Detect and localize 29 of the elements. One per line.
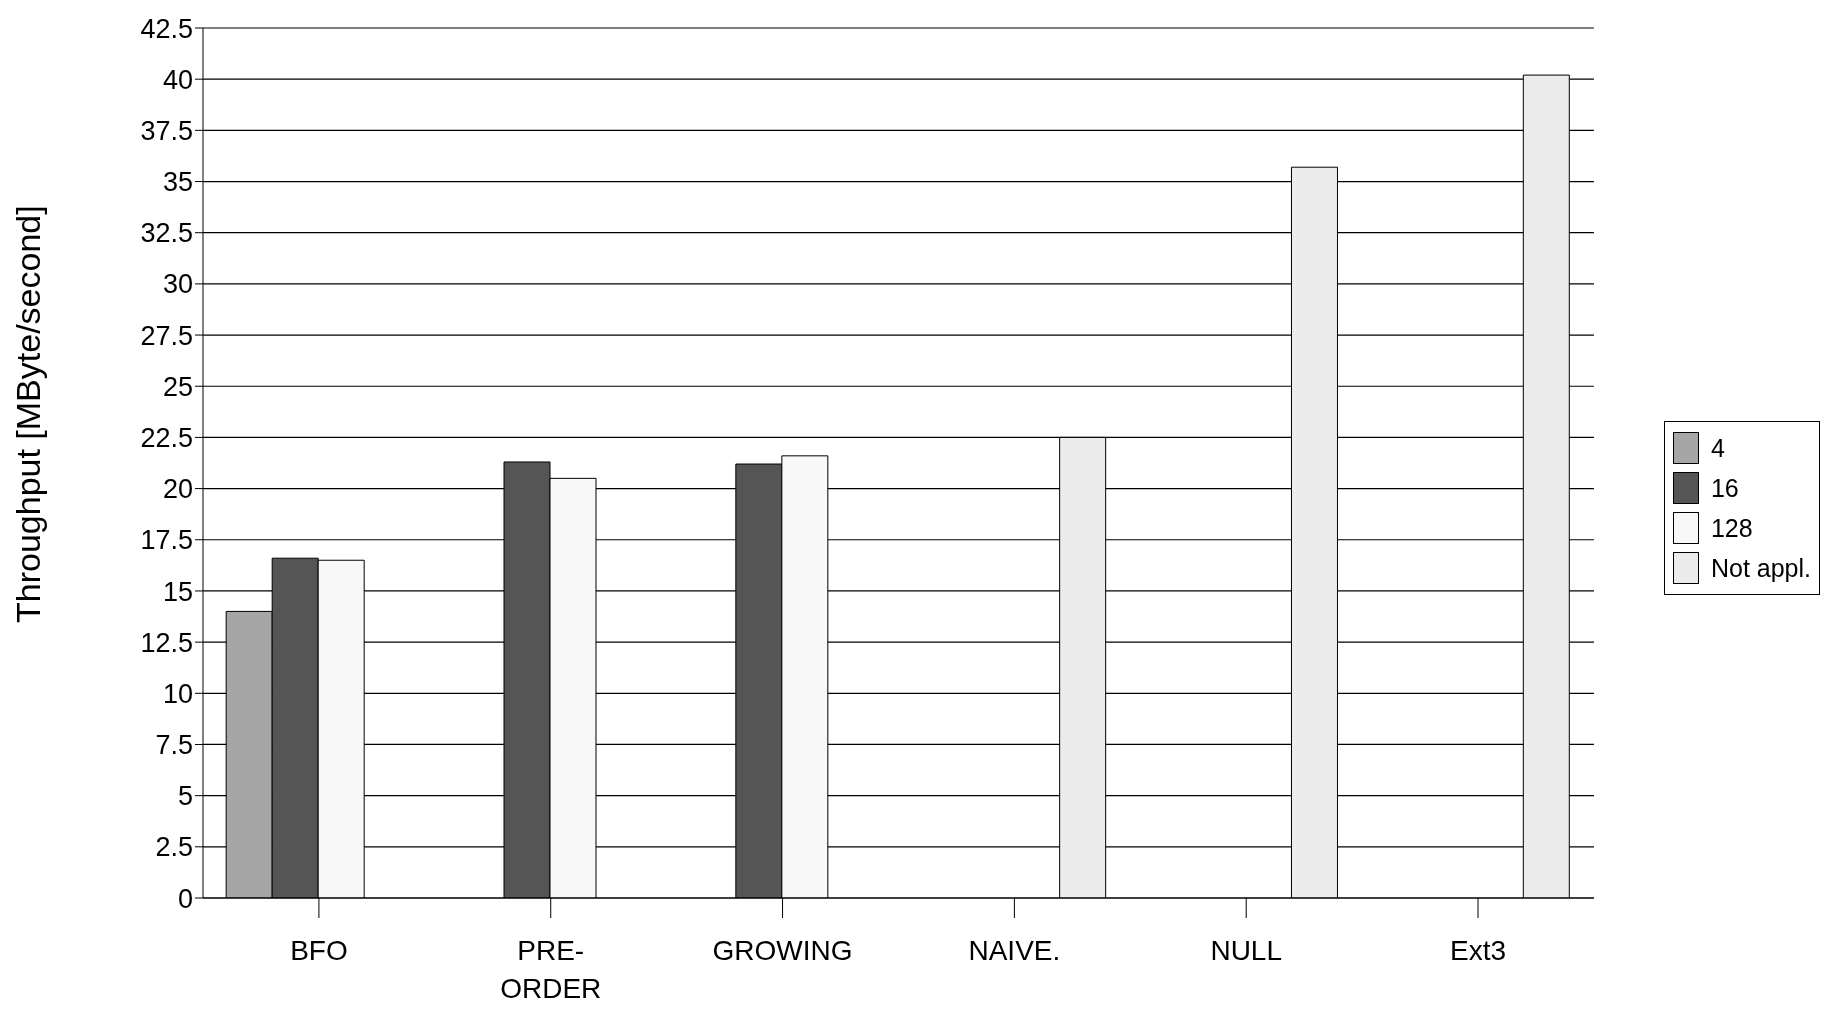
legend-label: 16	[1710, 473, 1739, 503]
x-tick-label: NAIVE.	[968, 935, 1061, 966]
y-tick-label: 35	[162, 167, 193, 198]
y-tick-label: 25	[162, 371, 193, 402]
x-tick-label: NULL	[1210, 935, 1282, 966]
y-tick-label: 7.5	[155, 730, 193, 761]
y-tick-label: 2.5	[155, 832, 193, 863]
y-tick-label: 32.5	[140, 218, 193, 249]
legend-label: Not appl.	[1710, 553, 1811, 583]
y-tick-label: 20	[162, 474, 193, 505]
y-tick-label: 30	[162, 269, 193, 300]
y-tick-label: 10	[162, 678, 193, 709]
y-tick-label: 12.5	[140, 627, 193, 658]
y-tick-label: 42.5	[140, 13, 193, 44]
y-tick-label: 5	[177, 781, 193, 812]
legend-label: 128	[1710, 513, 1753, 543]
y-tick-label: 17.5	[140, 525, 193, 556]
y-tick-label: 15	[162, 576, 193, 607]
y-axis-title: Throughput [MByte/second]	[9, 205, 48, 623]
x-tick-label: BFO	[290, 935, 348, 966]
y-tick-label: 27.5	[140, 320, 193, 351]
y-tick-label: 0	[177, 883, 193, 914]
x-tick-label: GROWING	[712, 935, 853, 966]
legend-label: 4	[1710, 433, 1725, 463]
x-tick-label: PRE-ORDER	[500, 935, 602, 1004]
y-tick-label: 37.5	[140, 115, 193, 146]
x-tick-label: Ext3	[1450, 935, 1507, 966]
y-tick-label: 40	[162, 64, 193, 95]
y-tick-label: 22.5	[140, 423, 193, 453]
